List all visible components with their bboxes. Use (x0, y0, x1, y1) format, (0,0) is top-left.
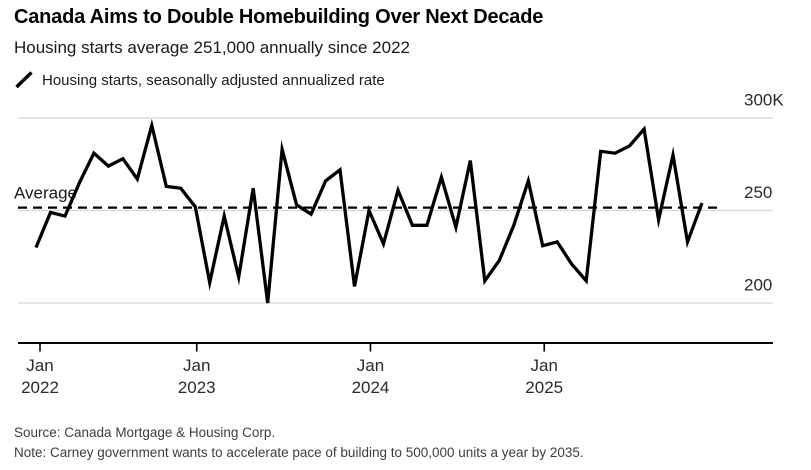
chart-header: Canada Aims to Double Homebuilding Over … (14, 6, 797, 89)
chart-footer: Source: Canada Mortgage & Housing Corp. … (14, 423, 801, 464)
legend-label: Housing starts, seasonally adjusted annu… (42, 71, 385, 89)
y-axis-label-250: 250 (744, 183, 772, 202)
x-label-month-2023: Jan (183, 356, 210, 375)
source-note: Source: Canada Mortgage & Housing Corp. (14, 424, 276, 440)
y-axis-label-300: 300K (744, 91, 784, 110)
housing-starts-line (34, 118, 704, 304)
legend: Housing starts, seasonally adjusted annu… (14, 71, 797, 89)
line-series-legend-icon (15, 71, 33, 89)
x-label-year-2023: 2023 (178, 378, 216, 397)
y-axis-label-200: 200 (744, 276, 772, 295)
average-label: Average (14, 184, 77, 203)
x-label-month-2025: Jan (531, 356, 558, 375)
x-label-year-2022: 2022 (21, 378, 59, 397)
x-label-month-2022: Jan (26, 356, 53, 375)
editor-note: Note: Carney government wants to acceler… (14, 444, 584, 460)
x-label-year-2024: 2024 (352, 378, 390, 397)
chart-subtitle: Housing starts average 251,000 annually … (14, 38, 410, 57)
x-label-month-2024: Jan (357, 356, 384, 375)
chart-title: Canada Aims to Double Homebuilding Over … (14, 6, 544, 28)
x-label-year-2025: 2025 (525, 378, 563, 397)
